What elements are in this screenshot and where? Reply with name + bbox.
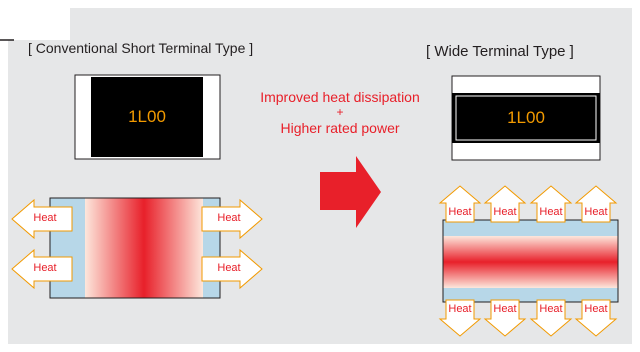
heat-label: Heat	[584, 206, 608, 218]
left-heat-body	[49, 197, 221, 299]
heat-label: Heat	[539, 303, 563, 315]
heat-label: Heat	[217, 212, 241, 224]
right-chip-topview	[451, 75, 601, 161]
left-chip-code: 1L00	[128, 107, 166, 126]
heat-label: Heat	[539, 206, 563, 218]
improvement-plus: +	[336, 105, 344, 119]
right-heat-arrows-top	[438, 185, 618, 223]
right-title: [ Wide Terminal Type ]	[426, 43, 574, 60]
improvement-line1: Improved heat dissipation	[260, 89, 420, 105]
improvement-line2: Higher rated power	[280, 120, 400, 136]
right-heat-body	[442, 219, 619, 303]
heat-label: Heat	[33, 262, 57, 274]
right-heat-arrows-bottom	[438, 299, 618, 337]
left-title: [ Conventional Short Terminal Type ]	[28, 40, 254, 56]
heat-label: Heat	[493, 206, 517, 218]
heat-label: Heat	[33, 212, 57, 224]
heat-label: Heat	[448, 206, 472, 218]
heat-label: Heat	[448, 303, 472, 315]
left-chip-topview	[74, 74, 221, 160]
heat-label: Heat	[217, 262, 241, 274]
direction-arrow	[320, 156, 381, 228]
heat-label: Heat	[584, 303, 608, 315]
left-heat-arrows	[11, 198, 263, 290]
right-chip-code: 1L00	[507, 108, 545, 127]
heat-label: Heat	[493, 303, 517, 315]
